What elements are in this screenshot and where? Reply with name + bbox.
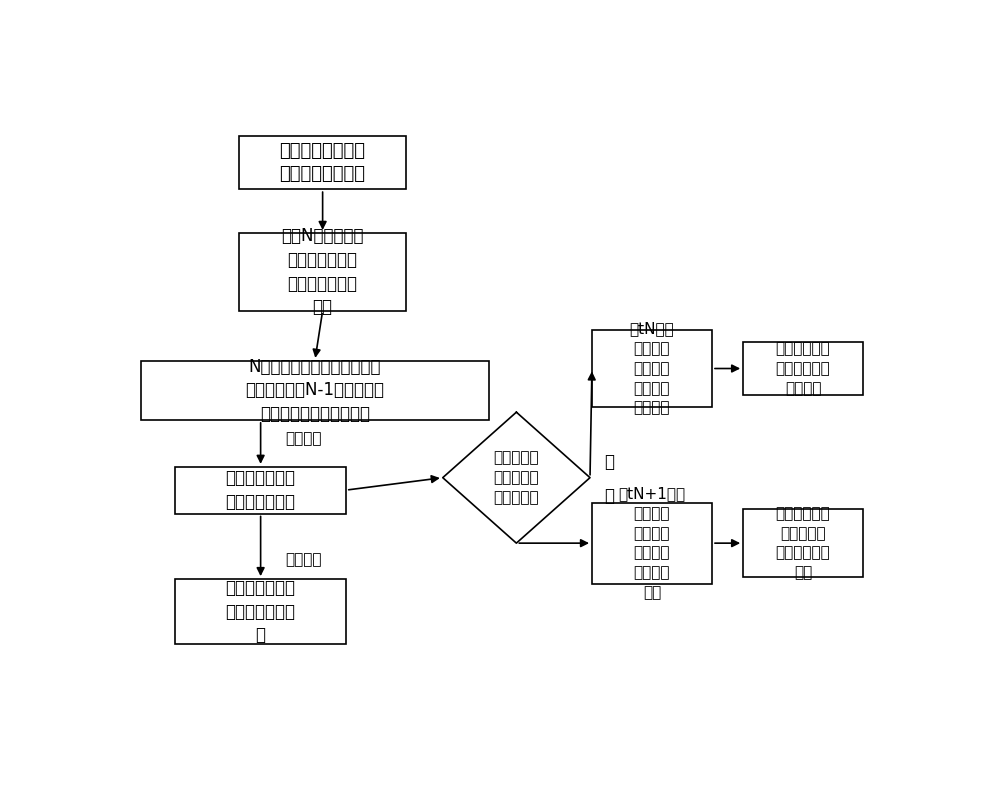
Text: 曲线求导: 曲线求导 <box>285 552 322 568</box>
Bar <box>743 509 863 578</box>
Text: 根据约束条件
确定电机速度
和加速度: 根据约束条件 确定电机速度 和加速度 <box>776 341 830 396</box>
Text: 是: 是 <box>604 453 614 471</box>
Bar <box>592 502 712 584</box>
Text: 将tN+1代入
得电机理
论位置、
理论速度
和理论加
速度: 将tN+1代入 得电机理 论位置、 理论速度 和理论加 速度 <box>618 486 686 600</box>
Text: 根据约束条件
确定电机位
置、速度和加
速度: 根据约束条件 确定电机位 置、速度和加 速度 <box>776 506 830 580</box>
Bar <box>140 360 489 420</box>
Text: 连续N个脉冲计数
点和其对应的时
刻以及外部读取
时刻: 连续N个脉冲计数 点和其对应的时 刻以及外部读取 时刻 <box>281 228 364 316</box>
Text: N个脉冲计数点和其对应的时
刻线性拟合成N-1次函数，位
置与时间的线性关系曲线: N个脉冲计数点和其对应的时 刻线性拟合成N-1次函数，位 置与时间的线性关系曲线 <box>245 358 384 423</box>
Text: 曲线求导: 曲线求导 <box>285 431 322 446</box>
Bar <box>239 232 406 311</box>
Bar <box>239 136 406 190</box>
Bar <box>175 467 346 514</box>
Bar <box>592 330 712 407</box>
Polygon shape <box>443 412 590 544</box>
Text: 得到加速度与时
间的线性关系曲
线: 得到加速度与时 间的线性关系曲 线 <box>226 579 296 644</box>
Text: 否: 否 <box>604 488 614 505</box>
Text: 判断读取信
号与脉冲计
数是否同步: 判断读取信 号与脉冲计 数是否同步 <box>494 450 539 505</box>
Bar <box>743 342 863 395</box>
Text: 将tN代入
得电机位
置、理论
速度和理
论加速度: 将tN代入 得电机位 置、理论 速度和理 论加速度 <box>630 322 674 416</box>
Text: 得到速度与时间
的线性关系曲线: 得到速度与时间 的线性关系曲线 <box>226 469 296 511</box>
Bar <box>175 579 346 645</box>
Text: 通过电机反馈装置
获取位置脉冲信号: 通过电机反馈装置 获取位置脉冲信号 <box>280 142 366 184</box>
